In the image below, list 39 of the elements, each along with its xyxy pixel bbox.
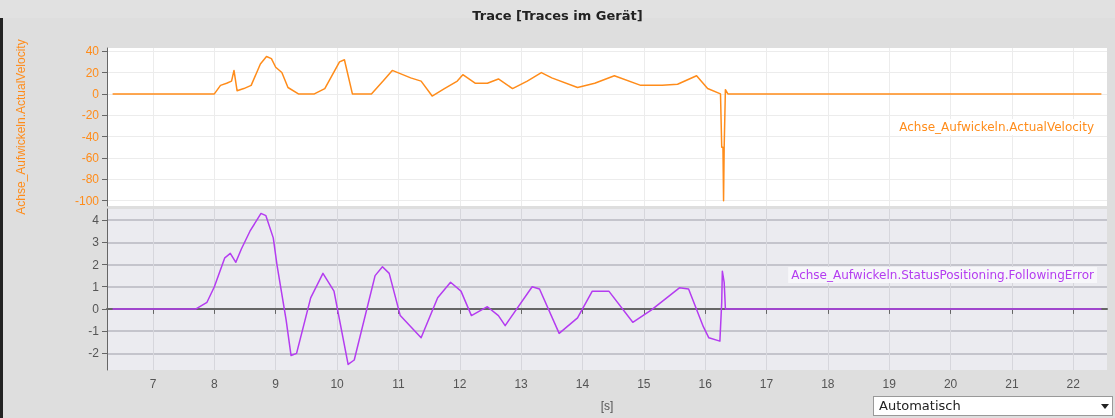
x-tick-label: 18 <box>821 377 835 391</box>
y-tick-label: -2 <box>88 346 100 361</box>
x-tick-label: 9 <box>272 377 280 391</box>
x-tick-label: 15 <box>637 377 651 391</box>
text: Achse_Aufwickeln.StatusPositioning.FollowingError <box>791 267 1095 282</box>
y-tick-label: 0 <box>92 86 100 101</box>
y-tick-label: 2 <box>92 257 100 272</box>
x-tick-label: 17 <box>759 377 774 391</box>
x-tick-label: 14 <box>575 377 590 391</box>
x-tick-label: 16 <box>698 377 713 391</box>
x-tick-label: 7 <box>149 377 157 391</box>
x-axis-title: [s] <box>600 399 614 413</box>
x-tick-label: 13 <box>514 377 529 391</box>
y-tick-label: 3 <box>92 235 100 250</box>
y-tick-label: 0 <box>92 301 100 316</box>
chart-title: Trace [Traces im Gerät] <box>472 8 643 23</box>
y-tick-label: -20 <box>81 108 100 123</box>
dropdown-field: Automatisch <box>873 396 1113 416</box>
y-axis-title: Achse_Aufwickeln.ActualVelocity <box>14 39 28 215</box>
y-tick-label: -60 <box>81 150 100 165</box>
text: Achse_Aufwickeln.ActualVelocity <box>899 120 1095 135</box>
y-tick-label: 20 <box>85 65 100 80</box>
x-tick-label: 12 <box>453 377 467 391</box>
x-tick-label: 8 <box>211 377 219 391</box>
x-tick-label: 19 <box>882 377 897 391</box>
x-tick-label: 11 <box>392 377 405 391</box>
line-series <box>112 212 1102 366</box>
y-tick-label: -40 <box>81 129 100 144</box>
y-tick-label: 1 <box>92 279 100 294</box>
x-tick-label: 21 <box>1005 377 1019 391</box>
y-tick-label: 40 <box>85 44 100 59</box>
x-tick-label: 10 <box>330 377 345 391</box>
line-series <box>112 55 1102 202</box>
y-tick-label: 4 <box>92 213 100 228</box>
y-tick-label: -1 <box>88 324 100 339</box>
y-tick-label: -80 <box>81 172 100 187</box>
x-tick-label: 22 <box>1066 377 1081 391</box>
x-tick-label: 20 <box>943 377 958 391</box>
y-tick-label: -100 <box>74 193 100 208</box>
